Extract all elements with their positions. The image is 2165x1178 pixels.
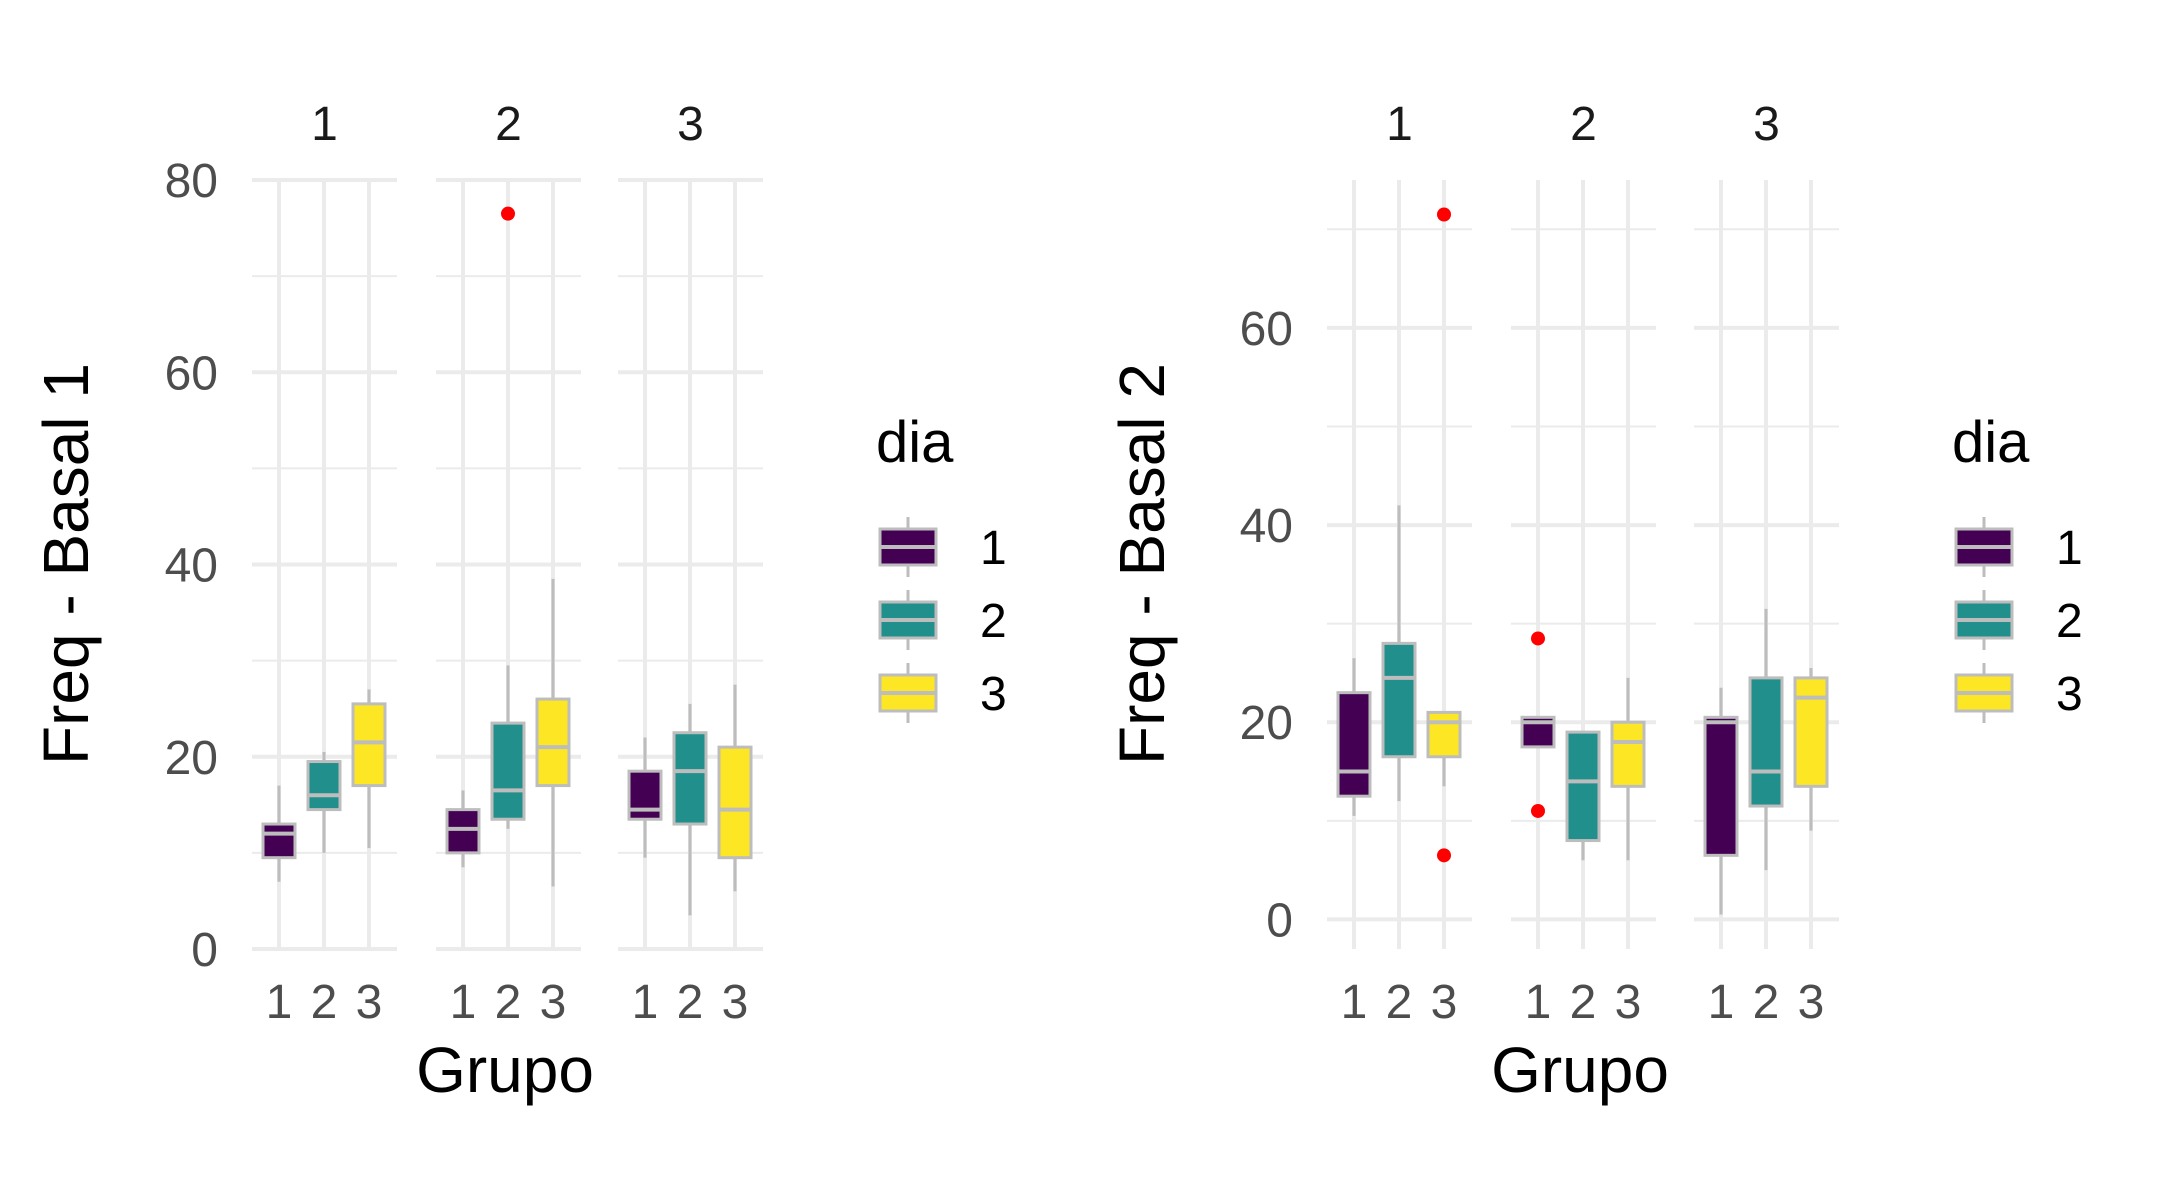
- x-axis-title: Grupo: [1491, 1034, 1669, 1106]
- x-tick-label: 1: [1341, 976, 1368, 1029]
- legend: dia 1 2 3: [1952, 410, 2083, 723]
- box-iqr: [717, 745, 753, 860]
- x-axis-title: Grupo: [416, 1034, 594, 1106]
- x-tick-label: 1: [266, 976, 293, 1029]
- box-iqr: [1703, 715, 1739, 857]
- box-iqr: [490, 721, 526, 821]
- legend-label: 2: [2056, 595, 2083, 648]
- legend-label: 1: [2056, 522, 2083, 575]
- legend-label: 3: [980, 668, 1007, 721]
- box-iqr: [306, 760, 342, 812]
- box-grupo-2-dia-3: [535, 578, 571, 887]
- box-iqr: [445, 808, 481, 855]
- facet-strip-label: 3: [1753, 98, 1780, 151]
- box-iqr: [351, 702, 387, 788]
- legend-key-dia-1: [1954, 517, 2014, 577]
- x-tick-label: 1: [450, 976, 477, 1029]
- x-tick-label: 2: [677, 976, 704, 1029]
- box-grupo-3-dia-2: [672, 703, 708, 916]
- y-tick-label: 0: [1266, 894, 1293, 947]
- outlier-point: [1437, 848, 1451, 863]
- x-tick-label: 3: [722, 976, 749, 1029]
- legend-title: dia: [1952, 410, 2030, 475]
- y-axis-title: Freq - Basal 2: [1106, 363, 1178, 765]
- legend-label: 2: [980, 595, 1007, 648]
- box-iqr: [1610, 720, 1646, 788]
- box-iqr: [627, 769, 663, 821]
- y-tick-label: 40: [1240, 500, 1293, 553]
- legend-key-dia-2: [1954, 590, 2014, 650]
- box-iqr: [1336, 691, 1372, 798]
- box-grupo-2-dia-1: [1520, 631, 1556, 818]
- box-iqr: [1381, 641, 1417, 759]
- outlier-point: [501, 206, 515, 221]
- x-tick-label: 3: [1798, 976, 1825, 1029]
- box-grupo-1-dia-3: [1426, 207, 1462, 863]
- box-iqr: [1426, 710, 1462, 759]
- box-grupo-1-dia-1: [1336, 658, 1372, 816]
- x-tick-label: 3: [1431, 976, 1458, 1029]
- box-iqr: [261, 822, 297, 860]
- box-grupo-3-dia-1: [627, 737, 663, 858]
- box-grupo-2-dia-2: [490, 206, 526, 829]
- box-iqr: [1565, 730, 1601, 843]
- box-grupo-2-dia-1: [445, 790, 481, 868]
- legend-title: dia: [876, 410, 954, 475]
- box-grupo-3-dia-2: [1748, 608, 1784, 871]
- box-grupo-2-dia-2: [1565, 730, 1601, 861]
- facet-strip-label: 2: [1570, 98, 1597, 151]
- x-tick-label: 2: [495, 976, 522, 1029]
- legend-label: 1: [980, 522, 1007, 575]
- outlier-point: [1531, 803, 1545, 818]
- box-iqr: [1793, 676, 1829, 788]
- box-grupo-3-dia-3: [717, 684, 753, 892]
- facet-strip-label: 1: [311, 98, 338, 151]
- legend-key-dia-1: [878, 517, 938, 577]
- x-tick-label: 3: [1615, 976, 1642, 1029]
- legend-label: 3: [2056, 668, 2083, 721]
- box-grupo-2-dia-3: [1610, 677, 1646, 861]
- box-iqr: [672, 731, 708, 826]
- facet-strip-label: 2: [495, 98, 522, 151]
- x-tick-label: 2: [1570, 976, 1597, 1029]
- box-grupo-1-dia-2: [1381, 505, 1417, 802]
- box-grupo-1-dia-2: [306, 751, 342, 853]
- legend-key-dia-3: [1954, 663, 2014, 723]
- y-tick-label: 40: [165, 540, 218, 593]
- facet-strip-label: 3: [677, 98, 704, 151]
- x-tick-label: 2: [1386, 976, 1413, 1029]
- x-tick-label: 1: [1708, 976, 1735, 1029]
- box-iqr: [1748, 676, 1784, 808]
- y-tick-label: 60: [1240, 303, 1293, 356]
- box-iqr: [535, 697, 571, 788]
- x-tick-label: 1: [632, 976, 659, 1029]
- legend-key-dia-2: [878, 590, 938, 650]
- x-tick-label: 2: [1753, 976, 1780, 1029]
- x-tick-label: 3: [356, 976, 383, 1029]
- outlier-point: [1531, 631, 1545, 646]
- outlier-point: [1437, 207, 1451, 222]
- legend: dia 1 2 3: [876, 410, 1007, 723]
- facet-strip-label: 1: [1386, 98, 1413, 151]
- box-grupo-1-dia-1: [261, 785, 297, 882]
- legend-key-dia-3: [878, 663, 938, 723]
- x-tick-label: 2: [311, 976, 338, 1029]
- y-tick-label: 0: [191, 924, 218, 977]
- y-axis-title: Freq - Basal 1: [30, 363, 102, 765]
- y-tick-label: 60: [165, 347, 218, 400]
- x-tick-label: 1: [1525, 976, 1552, 1029]
- box-grupo-3-dia-1: [1703, 687, 1739, 915]
- y-tick-label: 80: [165, 155, 218, 208]
- x-tick-label: 3: [540, 976, 567, 1029]
- y-tick-label: 20: [165, 732, 218, 785]
- box-grupo-1-dia-3: [351, 689, 387, 849]
- box-grupo-3-dia-3: [1793, 668, 1829, 831]
- y-tick-label: 20: [1240, 697, 1293, 750]
